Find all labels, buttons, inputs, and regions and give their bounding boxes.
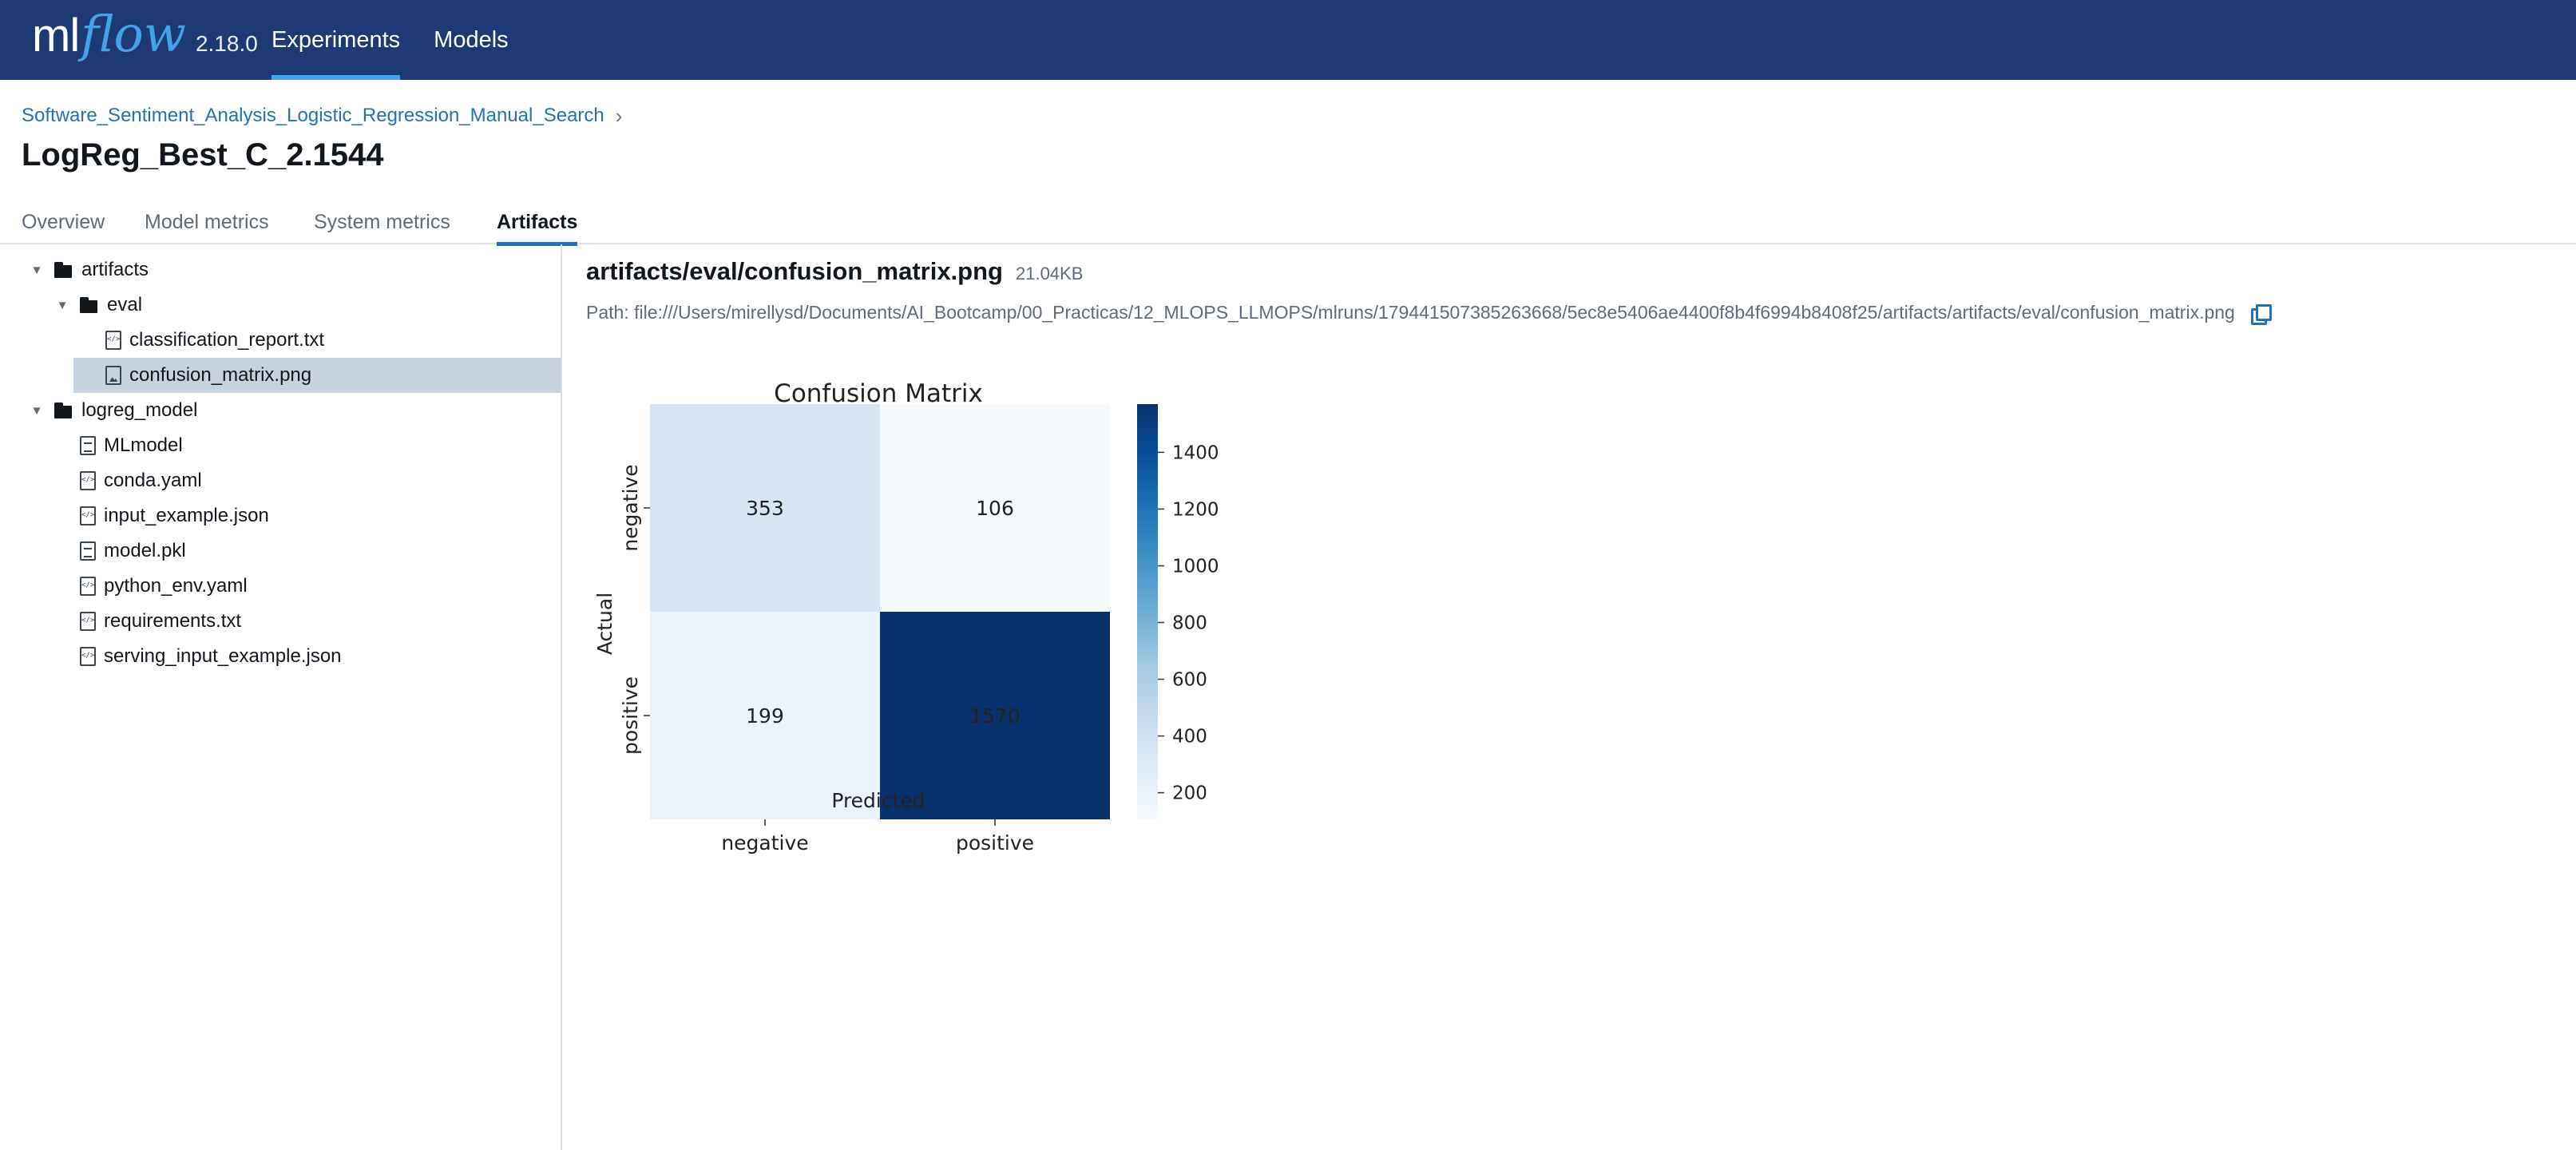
tab-overview[interactable]: Overview bbox=[22, 211, 105, 233]
tree-node[interactable]: </> input_example.json bbox=[0, 498, 561, 533]
page-title: LogReg_Best_C_2.1544 bbox=[22, 137, 384, 172]
folder-icon bbox=[54, 262, 73, 278]
x-axis-label: Predicted bbox=[831, 789, 925, 812]
version-label: 2.18.0 bbox=[195, 31, 258, 56]
artifact-file-size: 21.04KB bbox=[1015, 264, 1084, 284]
y-tick-label: positive bbox=[619, 676, 642, 755]
caret-down-icon[interactable]: ▼ bbox=[30, 263, 43, 277]
colorbar-tick-label: 1200 bbox=[1172, 499, 1219, 520]
code-file-icon: </> bbox=[80, 647, 96, 666]
tree-node-label: artifacts bbox=[81, 259, 149, 280]
tree-node-label: conda.yaml bbox=[104, 470, 202, 491]
heatmap-cell bbox=[880, 404, 1110, 612]
x-tick-label: negative bbox=[721, 831, 808, 855]
code-file-icon: </> bbox=[80, 471, 96, 490]
breadcrumb-experiment-link[interactable]: Software_Sentiment_Analysis_Logistic_Reg… bbox=[22, 105, 604, 126]
tree-node[interactable]: </> classification_report.txt bbox=[0, 323, 561, 358]
tree-node[interactable]: </> conda.yaml bbox=[0, 463, 561, 498]
folder-icon bbox=[80, 297, 99, 313]
mlflow-logo[interactable]: ml flow 2.18.0 bbox=[32, 5, 258, 69]
heatmap-cell bbox=[650, 404, 880, 612]
file-icon bbox=[80, 436, 96, 455]
colorbar-tick-label: 1400 bbox=[1172, 442, 1219, 463]
caret-down-icon[interactable]: ▼ bbox=[30, 403, 43, 418]
top-nav: Experiments Models bbox=[271, 0, 542, 80]
tab-model-metrics[interactable]: Model metrics bbox=[145, 211, 269, 233]
tree-node-label: input_example.json bbox=[104, 505, 269, 526]
colorbar-tick-label: 400 bbox=[1172, 727, 1207, 748]
heatmap-cell bbox=[880, 612, 1110, 819]
tab-artifacts[interactable]: Artifacts bbox=[497, 211, 578, 246]
caret-down-icon[interactable]: ▼ bbox=[56, 298, 69, 312]
code-file-icon: </> bbox=[80, 577, 96, 596]
copy-icon[interactable] bbox=[2250, 303, 2272, 325]
artifact-viewer: artifacts/eval/confusion_matrix.png 21.0… bbox=[564, 244, 2576, 1150]
logo-text-ml: ml bbox=[32, 10, 80, 61]
colorbar-tick-label: 800 bbox=[1172, 613, 1207, 633]
tree-node-label: logreg_model bbox=[81, 399, 198, 421]
tree-node[interactable]: ▼ artifacts bbox=[0, 252, 561, 288]
tree-node[interactable]: MLmodel bbox=[0, 428, 561, 463]
tree-node[interactable]: </> python_env.yaml bbox=[0, 569, 561, 604]
colorbar-tick-label: 1000 bbox=[1172, 556, 1219, 577]
tree-node-label: serving_input_example.json bbox=[104, 645, 342, 667]
artifact-tree: ▼ artifacts ▼ eval </> classification_report.… bbox=[0, 244, 562, 1150]
tree-node-label: python_env.yaml bbox=[104, 575, 248, 597]
code-file-icon: </> bbox=[80, 506, 96, 525]
tree-node[interactable]: </> requirements.txt bbox=[0, 604, 561, 639]
colorbar bbox=[1137, 404, 1158, 819]
y-tick-label: negative bbox=[619, 464, 642, 551]
heatmap-cell bbox=[650, 612, 880, 819]
y-axis-label: Actual bbox=[593, 593, 616, 655]
cell-value-label: 353 bbox=[746, 497, 784, 520]
artifact-file-path: artifacts/eval/confusion_matrix.png bbox=[586, 257, 1003, 285]
code-file-icon: </> bbox=[105, 331, 121, 350]
top-header: ml flow 2.18.0 Experiments Models bbox=[0, 0, 2576, 80]
tree-node-label: classification_report.txt bbox=[129, 329, 325, 351]
colorbar-tick-label: 200 bbox=[1172, 783, 1207, 804]
tree-node[interactable]: confusion_matrix.png bbox=[73, 358, 561, 393]
logo-text-flow: flow bbox=[81, 5, 186, 63]
file-icon bbox=[80, 541, 96, 561]
cell-value-label: 1570 bbox=[969, 704, 1020, 728]
tab-system-metrics[interactable]: System metrics bbox=[314, 211, 450, 233]
breadcrumb: Software_Sentiment_Analysis_Logistic_Reg… bbox=[22, 102, 622, 129]
tree-node-label: model.pkl bbox=[104, 540, 186, 561]
code-file-icon: </> bbox=[80, 612, 96, 631]
artifact-header: artifacts/eval/confusion_matrix.png 21.0… bbox=[586, 257, 1083, 286]
cell-value-label: 199 bbox=[746, 704, 784, 728]
x-tick-label: positive bbox=[956, 831, 1034, 855]
tree-node[interactable]: ▼ eval bbox=[0, 288, 561, 323]
image-file-icon bbox=[105, 366, 121, 385]
artifact-full-path: Path: file:///Users/mirellysd/Documents/… bbox=[586, 302, 2235, 323]
tree-node-label: eval bbox=[107, 294, 143, 315]
colorbar-tick-label: 600 bbox=[1172, 670, 1207, 691]
run-tabs: Overview Model metrics System metrics Ar… bbox=[0, 201, 2576, 246]
nav-models[interactable]: Models bbox=[434, 27, 509, 53]
cell-value-label: 106 bbox=[976, 497, 1014, 520]
breadcrumb-chevron-icon: › bbox=[615, 103, 623, 128]
tree-node[interactable]: </> serving_input_example.json bbox=[0, 639, 561, 674]
tree-node[interactable]: ▼ logreg_model bbox=[0, 393, 561, 428]
tree-node-label: confusion_matrix.png bbox=[129, 364, 312, 386]
nav-experiments[interactable]: Experiments bbox=[271, 0, 401, 80]
tree-node-label: MLmodel bbox=[104, 434, 183, 456]
tree-node-label: requirements.txt bbox=[104, 610, 242, 632]
artifact-full-path-row: Path: file:///Users/mirellysd/Documents/… bbox=[586, 302, 2272, 325]
chart-title: Confusion Matrix bbox=[774, 379, 983, 408]
confusion-matrix-chart: Confusion Matrix 353 106 199 1570 negative p… bbox=[593, 379, 1219, 855]
folder-icon bbox=[54, 402, 73, 418]
tree-node[interactable]: model.pkl bbox=[0, 533, 561, 569]
